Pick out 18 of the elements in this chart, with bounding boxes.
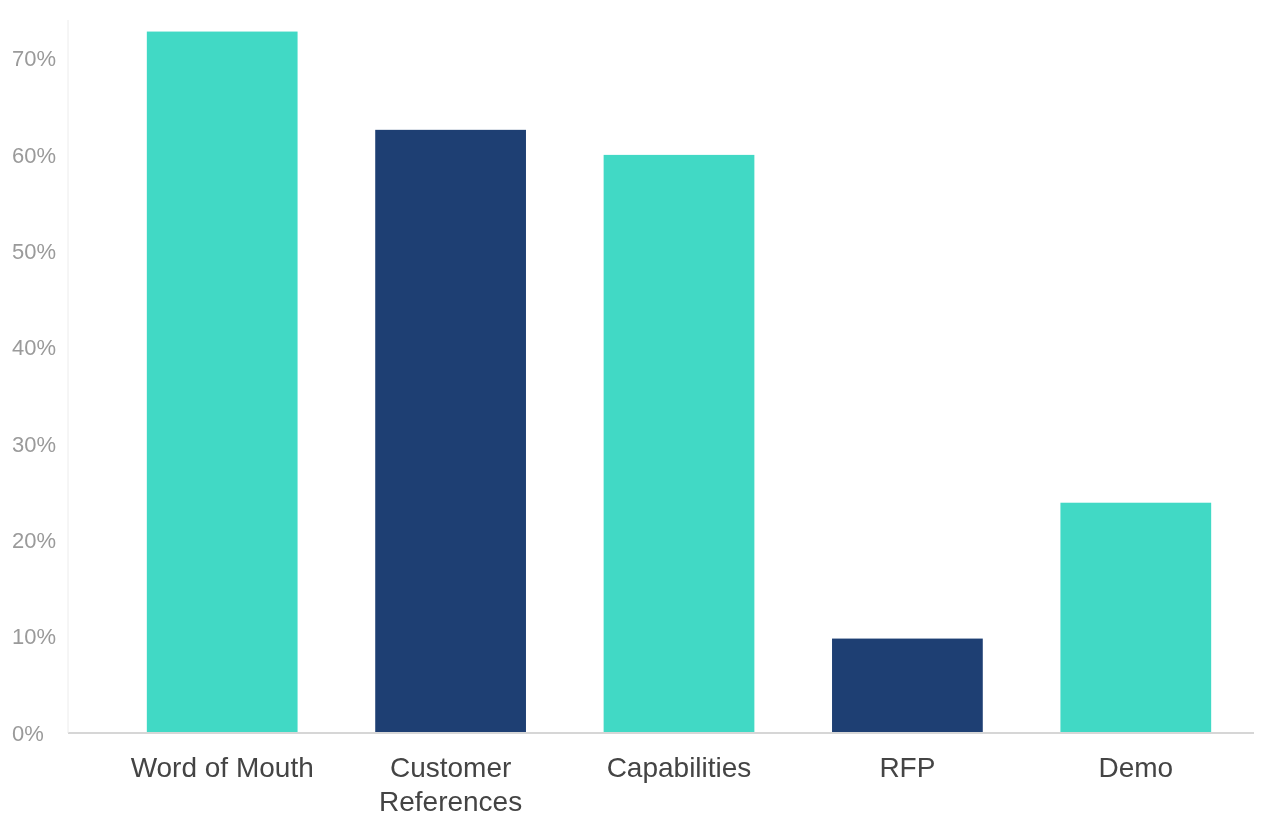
bar	[832, 638, 983, 733]
x-tick-label: Capabilities	[606, 752, 752, 783]
x-tick-label: Word of Mouth	[130, 752, 314, 783]
y-tick-label: 70%	[12, 46, 57, 72]
y-tick-label: 60%	[12, 142, 57, 168]
y-tick-label: 50%	[12, 238, 57, 264]
x-tick-label: Demo	[1098, 752, 1174, 783]
y-tick-label: 20%	[12, 528, 57, 553]
y-tick-label: 10%	[12, 624, 57, 650]
bar	[1060, 502, 1212, 733]
y-tick-label: 0%	[12, 720, 44, 746]
y-tick-label: 40%	[12, 335, 57, 361]
y-tick-label: 30%	[12, 431, 57, 457]
bar	[603, 154, 755, 733]
x-tick-label: RFP	[879, 752, 936, 783]
x-tick-label: Customer References	[379, 752, 523, 817]
bar	[375, 129, 526, 733]
bar	[146, 31, 298, 733]
